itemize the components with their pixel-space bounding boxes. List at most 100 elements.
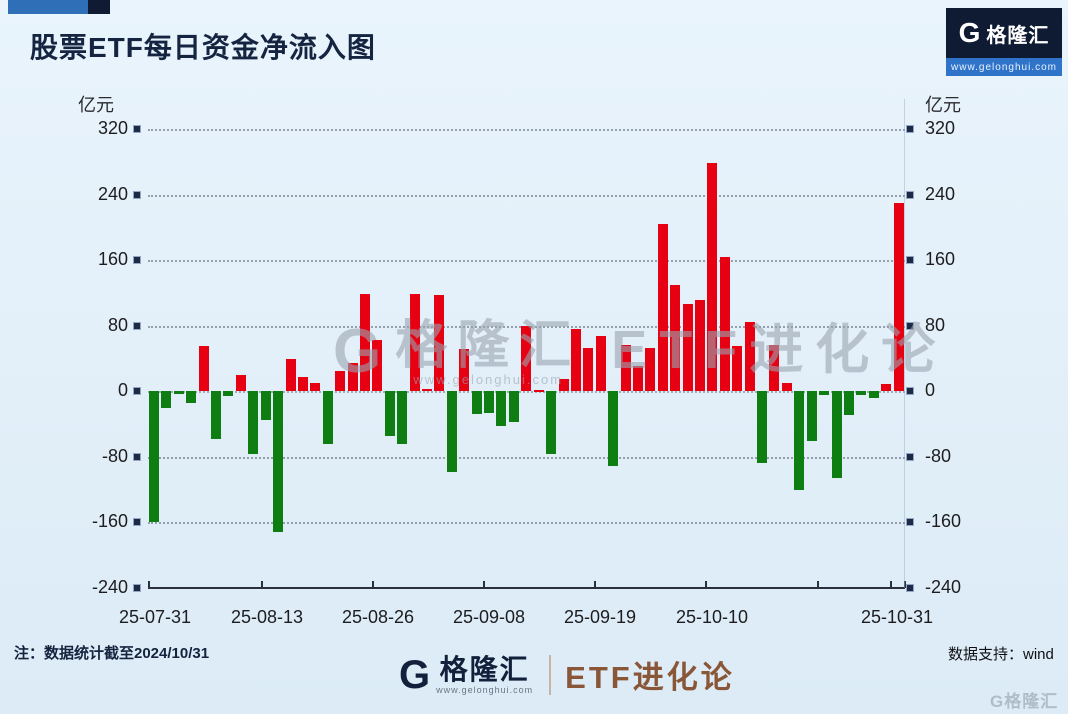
bar — [558, 378, 569, 392]
y-tick-marker-icon — [133, 518, 141, 527]
bar — [335, 370, 346, 392]
gridline-0 — [148, 391, 905, 394]
bar — [372, 340, 383, 392]
bar — [496, 391, 507, 426]
footnote: 注：数据统计截至2024/10/31 — [14, 645, 210, 662]
y-tick-label-right: -80 — [925, 445, 952, 466]
y-tick-label-left: 320 — [97, 118, 128, 138]
gelonghui-logo: G 格隆汇 www.gelonghui.com — [946, 8, 1062, 76]
bar — [819, 391, 830, 395]
bar — [732, 346, 743, 392]
bar — [260, 391, 271, 420]
x-tick — [261, 581, 263, 588]
bar — [434, 295, 445, 392]
x-tick — [817, 581, 819, 588]
corner-watermark: G格隆汇 — [990, 692, 1059, 711]
bottom-logo-brand-block: 格隆汇 www.gelonghui.com — [436, 653, 533, 695]
bar — [781, 383, 792, 392]
bar — [620, 344, 631, 392]
bar — [235, 374, 246, 392]
data-support-label: 数据支持：wind — [948, 646, 1054, 663]
y-tick-marker-icon — [133, 125, 141, 133]
bar — [682, 304, 693, 392]
gridline-160 — [148, 260, 905, 263]
bar — [632, 365, 643, 392]
x-tick — [372, 581, 374, 588]
page-title: 股票ETF每日资金净流入图 — [30, 32, 376, 63]
y-tick-label-left: 0 — [117, 380, 128, 401]
y-tick-label-right: -160 — [925, 511, 962, 532]
bar — [794, 391, 805, 491]
bottom-logo-tagline: ETF进化论 — [565, 660, 735, 695]
y-tick-label-left: 80 — [107, 314, 128, 335]
bottom-logo-brand: 格隆汇 — [439, 653, 530, 685]
y-tick-label-right: 0 — [925, 380, 936, 401]
x-tick — [904, 581, 906, 588]
y-tick-label-left: 240 — [97, 183, 128, 204]
gridline--160 — [148, 522, 905, 525]
x-tick — [594, 581, 596, 588]
bar — [471, 391, 482, 415]
y-tick-marker-icon — [906, 190, 914, 199]
y-tick-marker-icon — [906, 452, 914, 461]
y-tick-label-right: 160 — [925, 249, 956, 270]
bar — [657, 224, 668, 392]
bar — [273, 391, 284, 533]
bar — [744, 321, 755, 392]
y-axis-unit-right: 亿元 — [925, 95, 961, 115]
brand-name: 格隆汇 — [986, 24, 1050, 47]
bar — [484, 391, 495, 414]
y-tick-marker-icon — [906, 387, 914, 396]
bar — [359, 293, 370, 392]
y-tick-label-left: -80 — [101, 445, 128, 466]
bar-chart-plot — [148, 99, 906, 589]
x-axis-label: 25-07-31 — [118, 607, 192, 627]
bar — [608, 391, 619, 466]
bar — [446, 391, 457, 473]
bar — [422, 388, 433, 392]
x-tick — [890, 581, 892, 588]
x-tick — [148, 581, 150, 588]
bottom-logo-divider — [549, 654, 552, 695]
bar — [211, 391, 222, 439]
bar — [508, 391, 519, 423]
bar — [322, 391, 333, 444]
y-tick-marker-icon — [133, 190, 141, 199]
deco-bar-navy — [88, 0, 110, 14]
y-tick-marker-icon — [906, 518, 914, 527]
y-tick-marker-icon — [133, 452, 141, 461]
x-axis-label: 25-09-19 — [563, 607, 637, 627]
x-axis-label: 25-08-26 — [341, 607, 415, 627]
bar — [583, 347, 594, 392]
bar — [856, 391, 867, 395]
gelonghui-logo-main: G 格隆汇 — [946, 8, 1062, 58]
x-axis-label: 25-08-13 — [230, 607, 304, 627]
y-axis-unit-left: 亿元 — [78, 95, 114, 115]
bottom-logo-g-icon: G — [399, 652, 431, 697]
bar — [521, 325, 532, 392]
bar — [285, 358, 296, 392]
bottom-logo: G 格隆汇 www.gelonghui.com ETF进化论 — [399, 652, 735, 697]
y-tick-label-right: 80 — [925, 314, 946, 335]
bar — [310, 383, 321, 392]
y-tick-label-left: 160 — [97, 249, 128, 270]
gelonghui-g-icon: G — [958, 17, 981, 48]
gridline--80 — [148, 456, 905, 459]
bar — [533, 389, 544, 392]
bar — [670, 284, 681, 392]
x-tick — [705, 581, 707, 588]
bar — [893, 202, 904, 392]
bar — [707, 162, 718, 392]
y-tick-marker-icon — [133, 321, 141, 330]
plot-right-edge — [904, 99, 905, 588]
bar — [297, 377, 308, 392]
bar — [831, 391, 842, 479]
y-tick-marker-icon — [133, 584, 141, 592]
y-tick-label-left: -160 — [91, 511, 128, 532]
bar — [546, 391, 557, 455]
bar — [843, 391, 854, 416]
bar — [459, 349, 470, 392]
bar — [881, 383, 892, 392]
x-axis-label: 25-10-10 — [675, 607, 749, 627]
y-tick-marker-icon — [906, 256, 914, 265]
